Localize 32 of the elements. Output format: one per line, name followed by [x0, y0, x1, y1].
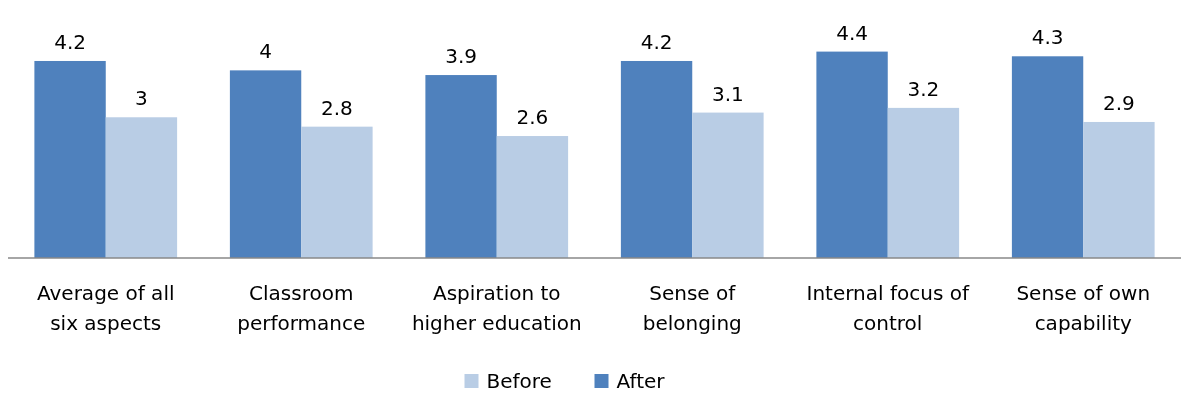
data-label: 4.3: [1031, 25, 1064, 50]
bar: [425, 75, 497, 258]
bar: [34, 60, 106, 258]
bar: [1083, 121, 1155, 258]
legend-label: Before: [486, 369, 552, 393]
data-label: 2.8: [321, 95, 353, 120]
x-tick-label: Internal focus of control: [806, 281, 970, 335]
data-label: 2.9: [1103, 90, 1135, 115]
data-label: 4.2: [54, 29, 86, 54]
x-tick-label: Sense of own capability: [1016, 281, 1151, 335]
bar: [301, 126, 373, 258]
x-tick-label: Classroom performance: [237, 281, 366, 335]
x-tick-label: Average of all six aspects: [37, 281, 175, 335]
data-label: 3: [135, 86, 148, 111]
bar: [496, 136, 569, 258]
x-tick-label: Aspiration to higher education: [411, 281, 582, 335]
legend-label: After: [616, 369, 666, 393]
data-label: 4.2: [640, 29, 673, 54]
bar: [816, 51, 888, 258]
data-label: 3.2: [907, 76, 940, 101]
x-tick-label: Sense of belonging: [642, 281, 742, 335]
bar: [620, 60, 693, 258]
bar: [229, 70, 302, 258]
data-label: 3.9: [445, 44, 477, 69]
bar: [692, 112, 764, 258]
bar: [1011, 56, 1084, 258]
data-label: 4.4: [836, 20, 868, 45]
bar: [105, 117, 178, 258]
data-label: 4: [259, 39, 272, 64]
bar: [887, 107, 960, 258]
data-label: 3.1: [712, 81, 744, 106]
data-label: 2.6: [516, 105, 549, 130]
